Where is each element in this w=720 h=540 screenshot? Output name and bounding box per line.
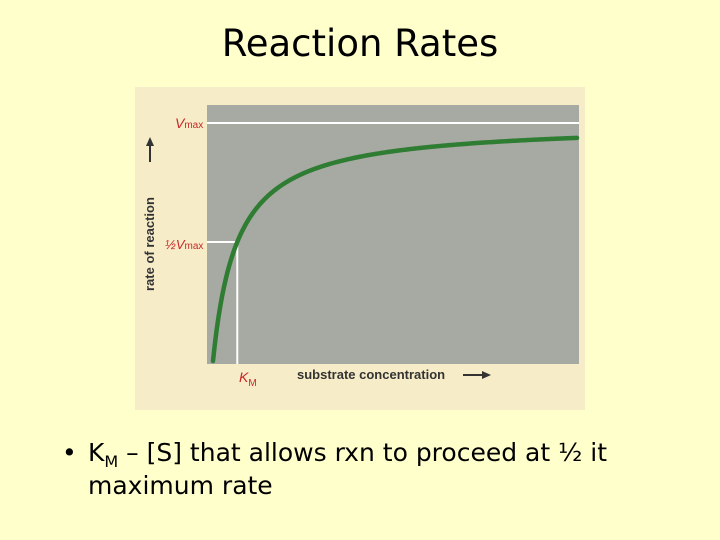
km-definition: – [S] that allows rxn to proceed at ½ it bbox=[118, 438, 608, 467]
vmax-label: Vmax bbox=[175, 115, 203, 131]
bullet-line-1: KM – [S] that allows rxn to proceed at ½… bbox=[88, 436, 607, 478]
y-axis-label: rate of reaction bbox=[142, 197, 157, 291]
x-axis-label: substrate concentration bbox=[297, 367, 445, 382]
bullet-line-2: maximum rate bbox=[88, 471, 273, 500]
saturation-curve bbox=[210, 135, 580, 364]
km-term: KM bbox=[88, 438, 119, 471]
bullet-marker: • bbox=[62, 438, 77, 467]
x-axis-arrow bbox=[463, 371, 491, 379]
michaelis-menten-chart: Vmax ½Vmax KM substrate concentration ra… bbox=[142, 105, 580, 389]
y-axis-arrow bbox=[146, 137, 154, 162]
plot-area bbox=[207, 105, 579, 364]
slide-title: Reaction Rates bbox=[221, 22, 499, 65]
km-label: KM bbox=[239, 369, 257, 389]
michaelis-menten-figure: Vmax ½Vmax KM substrate concentration ra… bbox=[135, 87, 585, 410]
half-vmax-label: ½Vmax bbox=[165, 237, 203, 252]
